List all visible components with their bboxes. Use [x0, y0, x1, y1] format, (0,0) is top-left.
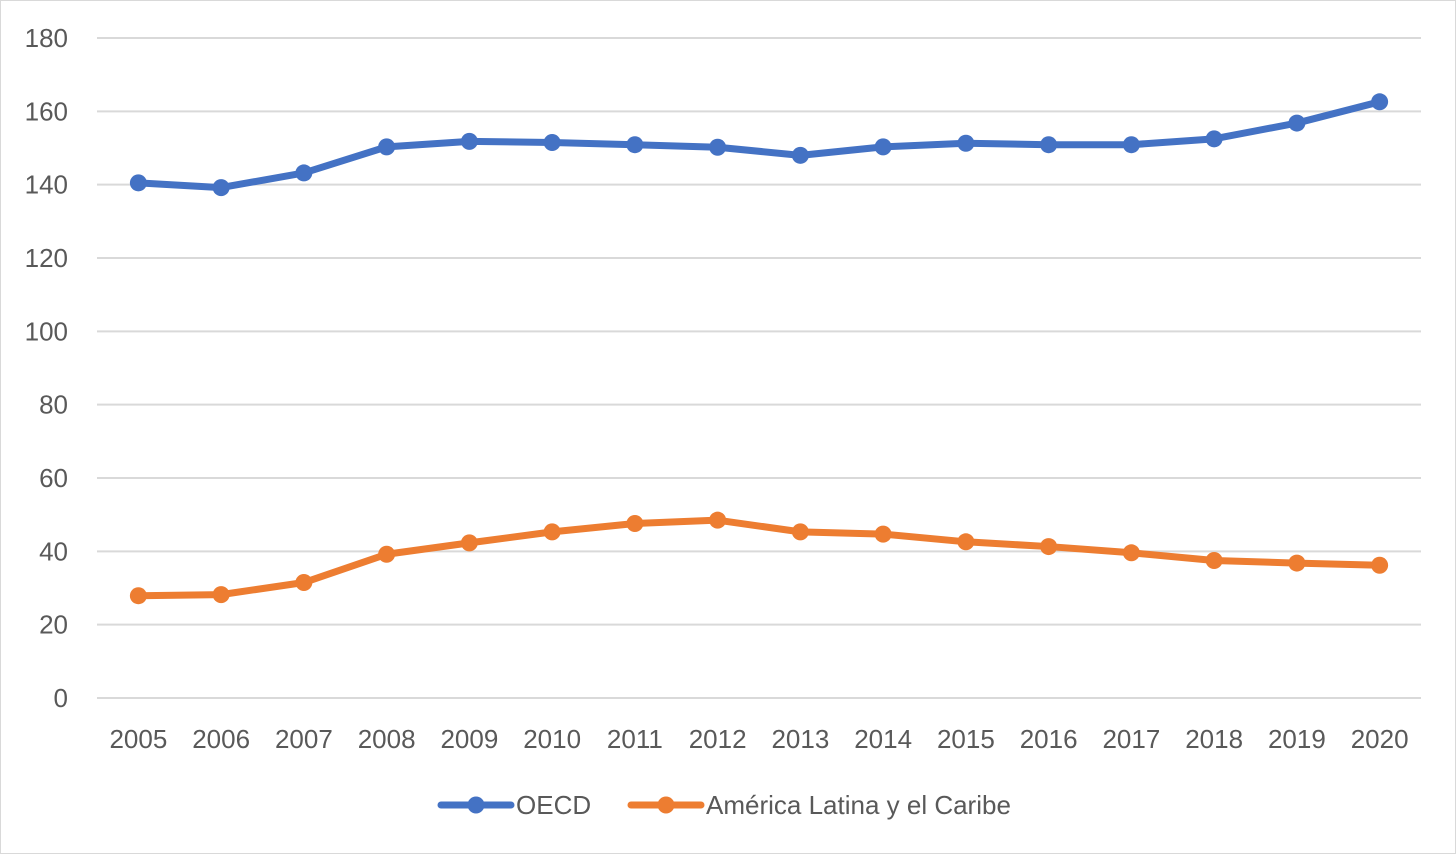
data-point — [791, 523, 809, 541]
data-point — [1205, 552, 1223, 569]
data-point — [1122, 136, 1140, 154]
data-point — [129, 587, 147, 605]
y-tick-label: 120 — [25, 243, 68, 273]
y-tick-label: 80 — [39, 390, 68, 420]
legend-label: OECD — [516, 790, 591, 820]
x-tick-label: 2009 — [440, 724, 498, 754]
legend-item: América Latina y el Caribe — [627, 790, 1011, 820]
data-point — [791, 146, 809, 164]
data-point — [1205, 130, 1223, 148]
gridlines — [97, 37, 1421, 699]
data-point — [460, 132, 478, 150]
x-tick-label: 2017 — [1102, 724, 1160, 754]
x-tick-label: 2019 — [1268, 724, 1326, 754]
legend-swatch-marker — [467, 796, 485, 814]
x-tick-label: 2008 — [358, 724, 416, 754]
data-point — [295, 574, 313, 591]
data-point — [957, 533, 975, 551]
data-point — [1371, 556, 1389, 574]
x-tick-label: 2011 — [607, 724, 663, 754]
data-point — [874, 138, 892, 156]
x-tick-label: 2006 — [192, 724, 250, 754]
x-tick-label: 2013 — [771, 724, 829, 754]
x-tick-label: 2018 — [1185, 724, 1243, 754]
y-tick-label: 160 — [25, 96, 68, 126]
y-tick-label: 40 — [39, 536, 68, 566]
series-line — [134, 98, 1384, 192]
data-point — [626, 136, 644, 154]
y-tick-label: 100 — [25, 316, 68, 346]
y-tick-label: 180 — [25, 23, 68, 53]
x-tick-label: 2012 — [689, 724, 747, 754]
data-point — [709, 511, 727, 529]
legend-label: América Latina y el Caribe — [706, 790, 1011, 820]
data-point — [1371, 93, 1389, 111]
data-point — [626, 514, 644, 532]
data-point — [1122, 544, 1140, 562]
x-tick-label: 2014 — [854, 724, 912, 754]
legend: OECD América Latina y el Caribe — [437, 790, 1011, 820]
x-tick-label: 2016 — [1020, 724, 1078, 754]
legend-swatch-marker — [657, 796, 675, 814]
x-tick-label: 2020 — [1351, 724, 1409, 754]
x-tick-label: 2015 — [937, 724, 995, 754]
data-point — [460, 534, 478, 552]
data-point — [957, 134, 975, 152]
data-point — [129, 174, 147, 192]
data-point — [212, 586, 230, 604]
data-point — [1288, 114, 1306, 132]
y-axis-tick-labels: 0 20 40 60 80 100 120 140 160 180 — [25, 23, 68, 713]
data-point — [874, 525, 892, 543]
data-point — [543, 523, 561, 541]
x-tick-label: 2005 — [109, 724, 167, 754]
x-tick-label: 2010 — [523, 724, 581, 754]
data-point — [1040, 538, 1058, 556]
y-tick-label: 20 — [39, 610, 68, 640]
legend-item: OECD — [437, 790, 591, 820]
y-tick-label: 60 — [39, 463, 68, 493]
data-point — [709, 138, 727, 156]
x-axis-tick-labels: 2005 2006 2007 2008 2009 2010 2011 2012 2013 2014… — [109, 724, 1408, 754]
x-tick-label: 2007 — [275, 724, 333, 754]
series-line — [134, 516, 1384, 600]
data-point — [295, 164, 313, 182]
series-lines — [129, 93, 1389, 605]
series-0 — [129, 93, 1389, 197]
data-point — [212, 179, 230, 197]
data-point — [543, 134, 561, 151]
y-tick-label: 140 — [25, 170, 68, 200]
data-point — [378, 545, 396, 563]
data-point — [378, 138, 396, 156]
series-1 — [129, 511, 1389, 605]
data-point — [1040, 136, 1058, 154]
data-point — [1288, 554, 1306, 572]
y-tick-label: 0 — [54, 683, 68, 713]
